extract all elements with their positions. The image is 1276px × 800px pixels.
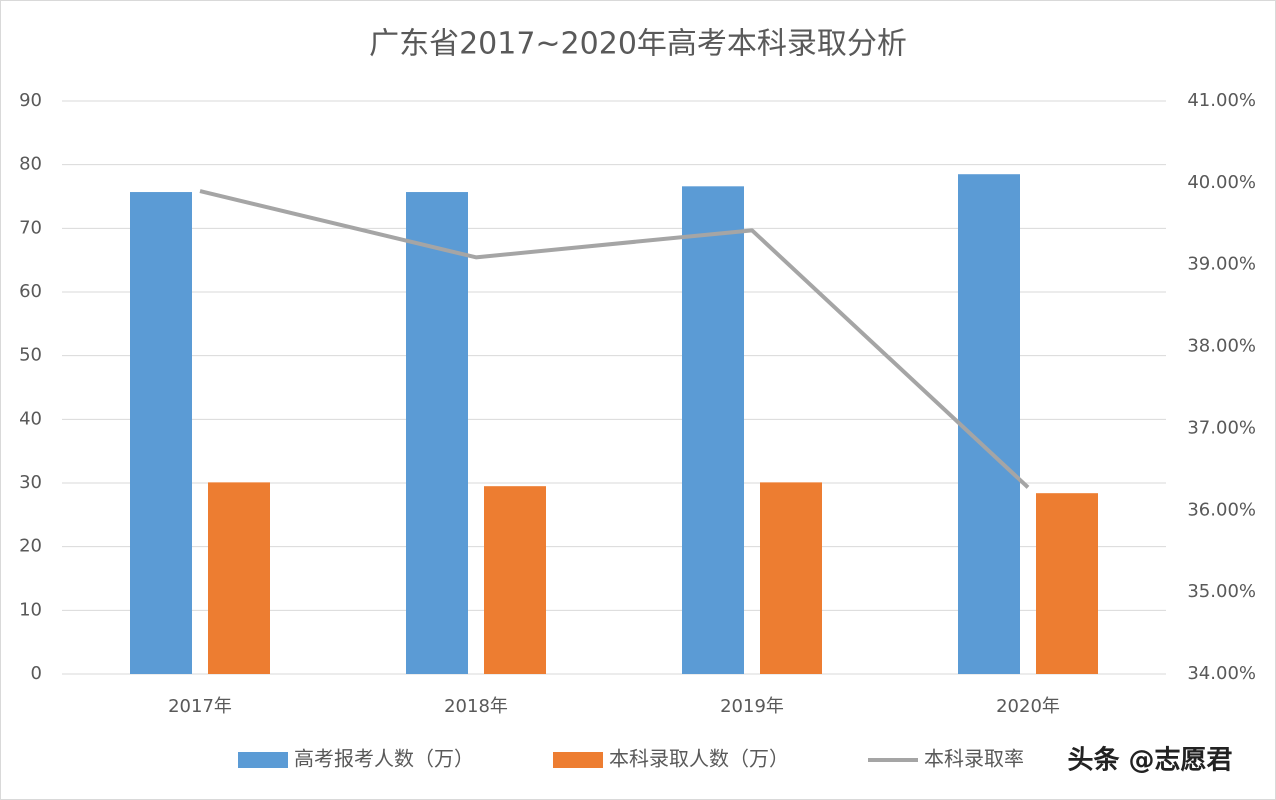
y2-tick-label: 35.00% <box>1187 581 1256 602</box>
y-tick-label: 10 <box>19 599 42 620</box>
legend-label: 高考报考人数（万） <box>294 747 474 771</box>
y2-tick-label: 36.00% <box>1187 499 1256 520</box>
bar <box>1036 493 1098 674</box>
bar <box>130 192 192 674</box>
x-tick-label: 2018年 <box>444 696 508 717</box>
y2-tick-label: 40.00% <box>1187 172 1256 193</box>
line <box>199 189 1030 489</box>
y2-tick-label: 37.00% <box>1187 417 1256 438</box>
y-tick-label: 20 <box>19 536 42 557</box>
y-tick-label: 40 <box>19 408 42 429</box>
x-tick-label: 2020年 <box>996 696 1060 717</box>
bar <box>484 486 546 674</box>
legend-swatch <box>553 752 603 768</box>
chart-title: 广东省2017~2020年高考本科录取分析 <box>369 27 907 62</box>
x-tick-label: 2019年 <box>720 696 784 717</box>
y-tick-label: 30 <box>19 472 42 493</box>
x-tick-label: 2017年 <box>168 696 232 717</box>
bar <box>406 192 468 674</box>
legend-swatch <box>238 752 288 768</box>
y-tick-label: 80 <box>19 154 42 175</box>
bar <box>682 186 744 674</box>
y2-tick-label: 41.00% <box>1187 90 1256 111</box>
y-tick-label: 50 <box>19 345 42 366</box>
y2-tick-label: 34.00% <box>1187 663 1256 684</box>
y-tick-label: 70 <box>19 217 42 238</box>
y2-tick-label: 39.00% <box>1187 254 1256 275</box>
bar <box>760 482 822 674</box>
y-tick-label: 90 <box>19 90 42 111</box>
legend-label: 本科录取人数（万） <box>609 747 789 771</box>
legend-label: 本科录取率 <box>924 747 1024 771</box>
y-tick-label: 60 <box>19 281 42 302</box>
watermark: 头条 @志愿君 <box>1067 746 1232 776</box>
bar <box>958 174 1020 674</box>
y-tick-label: 0 <box>31 663 42 684</box>
bar <box>208 482 270 674</box>
y2-tick-label: 38.00% <box>1187 336 1256 357</box>
